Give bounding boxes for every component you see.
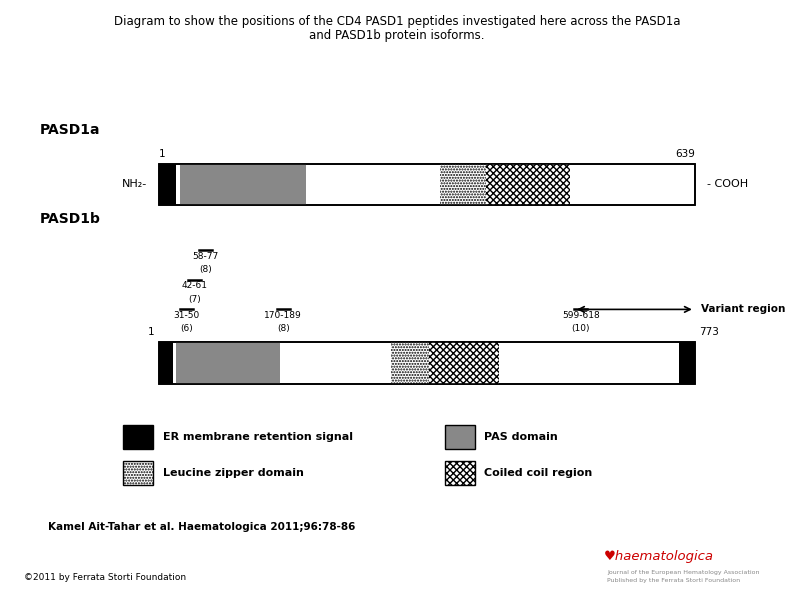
Bar: [486, 164, 570, 205]
Text: NH₂-: NH₂-: [121, 180, 147, 189]
Text: 1: 1: [148, 327, 155, 337]
Bar: [445, 461, 475, 485]
Text: PAS domain: PAS domain: [484, 433, 558, 442]
Bar: [176, 342, 280, 384]
Bar: [679, 342, 695, 384]
Bar: [391, 342, 430, 384]
Bar: [440, 164, 486, 205]
Text: Leucine zipper domain: Leucine zipper domain: [163, 468, 303, 478]
Text: ♥haematologica: ♥haematologica: [603, 550, 714, 563]
Bar: [179, 164, 306, 205]
Text: 42-61: 42-61: [182, 281, 207, 290]
Bar: [430, 342, 499, 384]
Text: 31-50: 31-50: [174, 311, 200, 320]
Text: Diagram to show the positions of the CD4 PASD1 peptides investigated here across: Diagram to show the positions of the CD4…: [114, 15, 680, 28]
Text: ER membrane retention signal: ER membrane retention signal: [163, 433, 353, 442]
Text: Variant region: Variant region: [701, 305, 785, 314]
Bar: [123, 425, 153, 449]
Text: Journal of the European Hematology Association: Journal of the European Hematology Assoc…: [607, 570, 760, 575]
Text: Coiled coil region: Coiled coil region: [484, 468, 592, 478]
Text: 599-618: 599-618: [562, 311, 599, 320]
Bar: [159, 342, 172, 384]
Text: Published by the Ferrata Storti Foundation: Published by the Ferrata Storti Foundati…: [607, 578, 741, 583]
Text: (6): (6): [180, 324, 193, 333]
Text: 58-77: 58-77: [192, 252, 218, 261]
Text: ©2011 by Ferrata Storti Foundation: ©2011 by Ferrata Storti Foundation: [24, 572, 186, 582]
Text: (7): (7): [188, 295, 201, 303]
Bar: [159, 342, 695, 384]
Text: 1: 1: [159, 149, 165, 159]
Text: 773: 773: [699, 327, 719, 337]
Text: - COOH: - COOH: [707, 180, 748, 189]
Text: (8): (8): [199, 265, 212, 274]
Bar: [445, 425, 475, 449]
Text: (10): (10): [572, 324, 590, 333]
Text: Kamel Ait-Tahar et al. Haematologica 2011;96:78-86: Kamel Ait-Tahar et al. Haematologica 201…: [48, 522, 355, 531]
Bar: [159, 164, 175, 205]
Bar: [159, 164, 695, 205]
Bar: [123, 461, 153, 485]
Text: 639: 639: [675, 149, 695, 159]
Bar: [159, 164, 695, 205]
Text: PASD1b: PASD1b: [40, 212, 101, 226]
Text: 170-189: 170-189: [264, 311, 303, 320]
Bar: [159, 342, 695, 384]
Text: and PASD1b protein isoforms.: and PASD1b protein isoforms.: [309, 29, 485, 42]
Text: (8): (8): [277, 324, 290, 333]
Text: PASD1a: PASD1a: [40, 123, 100, 137]
